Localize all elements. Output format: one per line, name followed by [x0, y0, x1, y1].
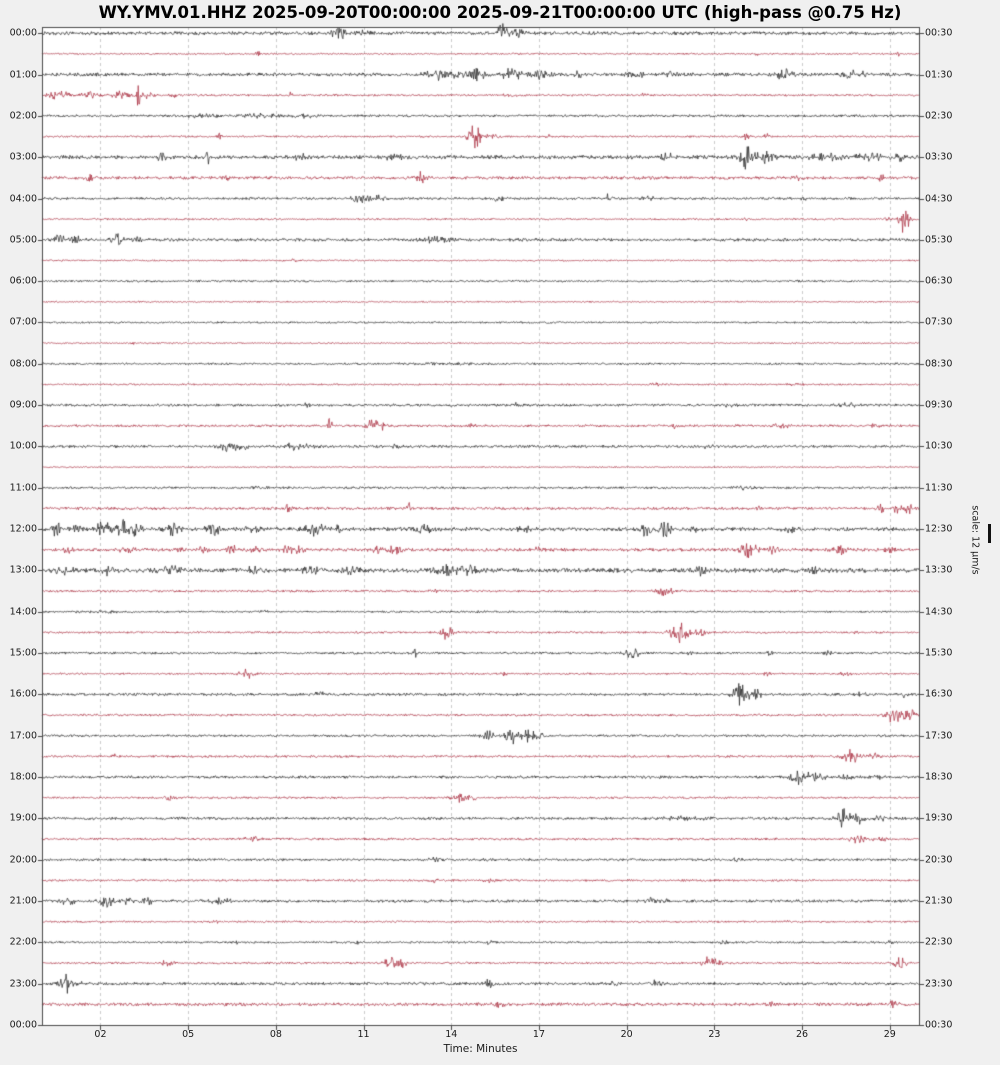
hour-label-left: 05:00	[9, 234, 37, 246]
x-axis-title: Time: Minutes	[443, 1043, 518, 1055]
hour-label-right: 18:30	[925, 771, 953, 783]
hour-label-left: 01:00	[9, 68, 37, 80]
hour-label-right: 01:30	[925, 68, 953, 80]
hour-label-left: 04:00	[9, 192, 37, 204]
hour-label-right: 00:30	[925, 27, 953, 39]
hour-label-left: 03:00	[9, 151, 37, 163]
hour-label-right: 19:30	[925, 812, 953, 824]
amplitude-scale-label: scale: 12 μm/s	[969, 505, 981, 575]
minute-tick-label: 11	[357, 1029, 370, 1040]
hour-label-left: 15:00	[9, 647, 37, 659]
hour-label-left: 12:00	[9, 523, 37, 535]
hour-label-right: 12:30	[925, 523, 953, 535]
minute-tick-label: 17	[532, 1029, 545, 1040]
hour-label-left: 23:00	[9, 977, 37, 989]
minute-tick-label: 05	[182, 1029, 195, 1040]
hour-label-left: 00:00	[9, 1019, 37, 1031]
hour-label-right: 14:30	[925, 606, 953, 617]
hour-label-left: 13:00	[9, 564, 37, 576]
hour-label-right: 10:30	[925, 440, 953, 452]
hour-label-left: 17:00	[9, 729, 37, 741]
minute-tick-label: 20	[620, 1029, 633, 1040]
minute-tick-label: 23	[708, 1029, 721, 1040]
hour-label-right: 04:30	[925, 192, 953, 204]
hour-label-right: 13:30	[925, 564, 953, 576]
hour-label-right: 23:30	[925, 977, 953, 989]
hour-label-left: 00:00	[9, 27, 37, 39]
hour-label-right: 00:30	[925, 1019, 953, 1031]
hour-label-right: 03:30	[925, 151, 953, 163]
hour-label-left: 07:00	[9, 316, 37, 328]
hour-label-left: 21:00	[9, 895, 37, 907]
hour-label-left: 09:00	[9, 399, 37, 411]
minute-tick-label: 29	[883, 1029, 896, 1040]
minute-tick-label: 14	[445, 1029, 458, 1040]
hour-label-left: 18:00	[9, 771, 37, 783]
hour-label-right: 22:30	[925, 936, 953, 948]
amplitude-scale-bar	[988, 524, 991, 543]
hour-label-left: 02:00	[9, 110, 37, 122]
hour-label-right: 09:30	[925, 399, 953, 411]
hour-label-left: 19:00	[9, 812, 37, 824]
hour-label-left: 20:00	[9, 853, 37, 865]
hour-label-right: 06:30	[925, 275, 953, 287]
minute-tick-label: 08	[269, 1029, 282, 1040]
hour-label-left: 08:00	[9, 358, 37, 370]
hour-label-right: 15:30	[925, 647, 953, 659]
hour-label-left: 06:00	[9, 275, 37, 287]
hour-label-left: 22:00	[9, 936, 37, 948]
hour-label-right: 17:30	[925, 729, 953, 741]
hour-label-right: 02:30	[925, 110, 953, 122]
hour-label-right: 07:30	[925, 316, 953, 328]
hour-label-left: 10:00	[9, 440, 37, 452]
hour-label-right: 16:30	[925, 688, 953, 700]
minute-tick-label: 02	[94, 1029, 107, 1040]
hour-label-left: 11:00	[9, 482, 37, 494]
minute-tick-label: 26	[796, 1029, 809, 1040]
hour-label-left: 16:00	[9, 688, 37, 700]
hour-label-left: 14:00	[9, 606, 37, 617]
hour-label-right: 21:30	[925, 895, 953, 907]
hour-label-right: 20:30	[925, 853, 953, 865]
hour-label-right: 08:30	[925, 358, 953, 370]
hour-label-right: 05:30	[925, 234, 953, 246]
hour-label-right: 11:30	[925, 482, 953, 494]
